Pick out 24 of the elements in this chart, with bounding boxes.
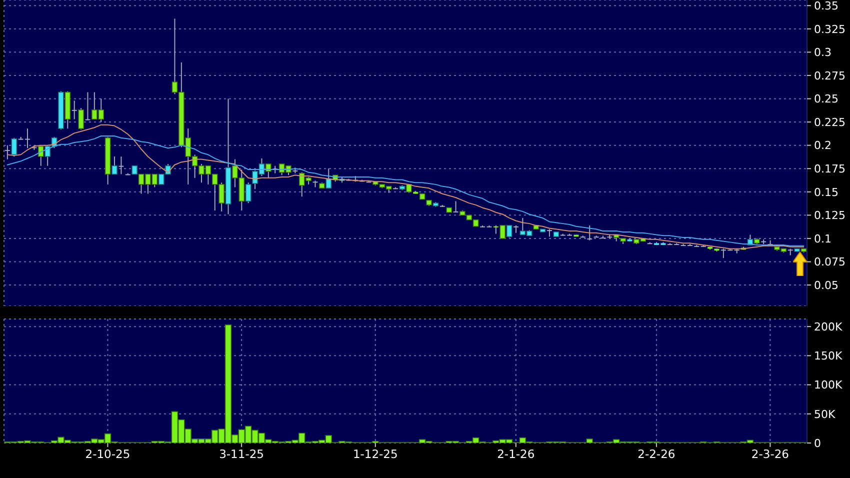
x-tick-label: 3-11-25: [219, 447, 264, 462]
y-tick-label: 200K: [814, 320, 843, 334]
y-tick-label: 0.325: [814, 22, 846, 36]
y-tick-label: 0.3: [814, 46, 832, 60]
y-tick-label: 0.1: [814, 232, 832, 246]
y-tick-label: 0.25: [814, 92, 838, 106]
y-tick-label: 100K: [814, 378, 843, 392]
y-tick-label: 0.2: [814, 139, 832, 152]
y-tick-label: 0.175: [814, 162, 846, 176]
x-tick-label: 1-12-25: [352, 447, 398, 462]
y-tick-label: 0.15: [814, 186, 838, 199]
y-tick-label: 0.225: [814, 116, 846, 129]
x-tick-label: 2-1-26: [497, 447, 535, 462]
y-tick-label: 0: [814, 436, 821, 450]
y-tick-label: 150K: [814, 350, 843, 363]
x-tick-label: 2-10-25: [85, 447, 130, 462]
y-tick-label: 0.275: [814, 69, 846, 82]
y-tick-label: 50K: [814, 408, 836, 421]
y-tick-label: 0.125: [814, 209, 846, 222]
x-tick-label: 2-2-26: [638, 447, 676, 462]
x-tick-label: 2-3-26: [751, 447, 789, 462]
y-tick-label: 0.35: [814, 0, 838, 12]
y-tick-label: 0.075: [814, 256, 846, 269]
y-tick-label: 0.05: [814, 278, 838, 292]
